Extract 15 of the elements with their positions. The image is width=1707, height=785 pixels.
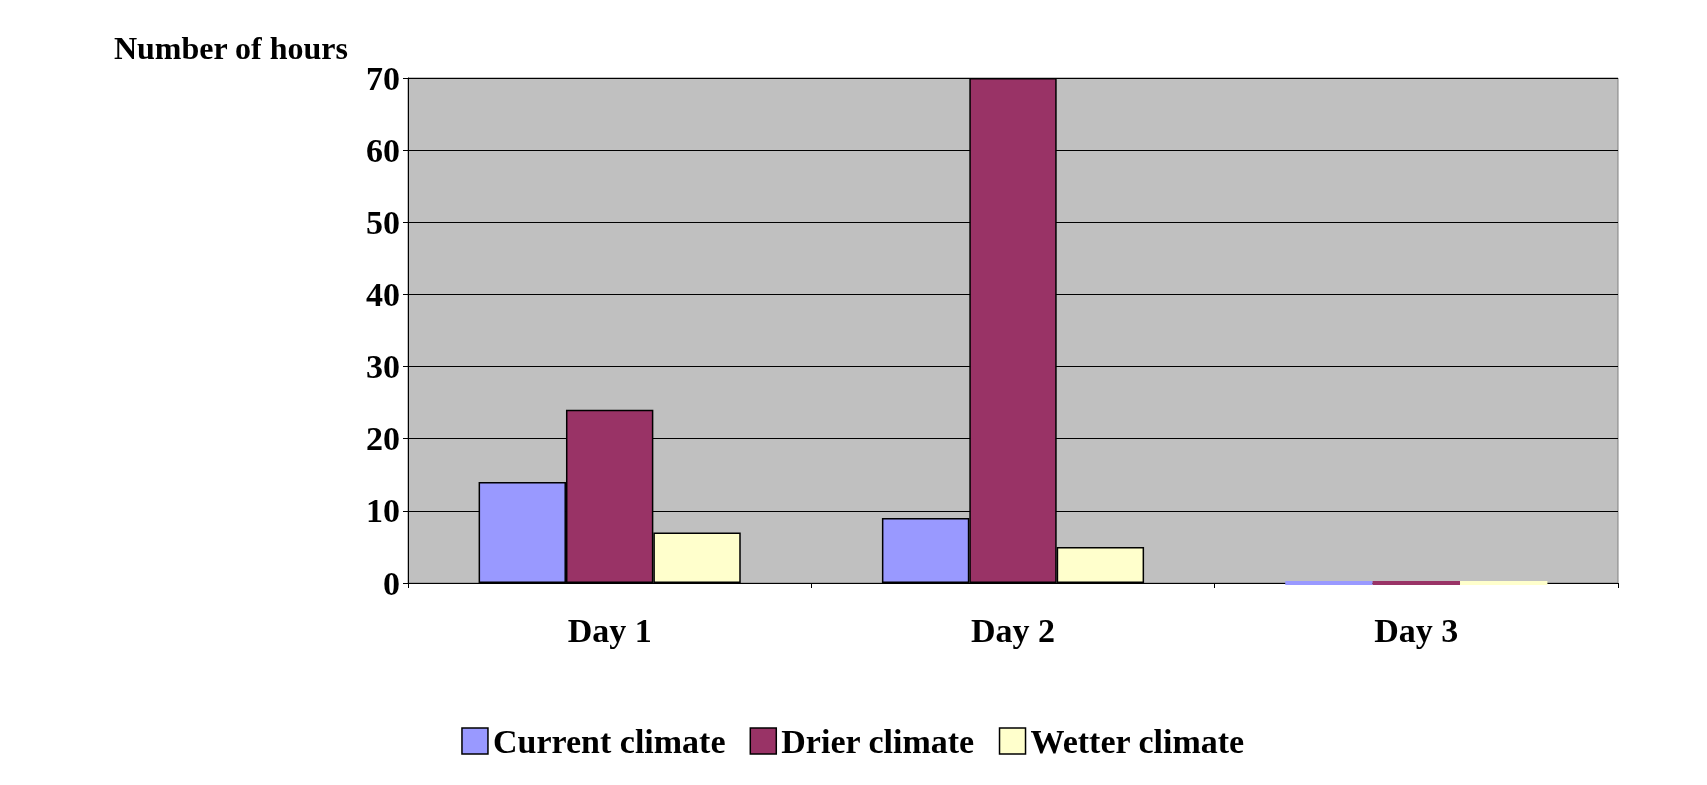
y-tick-label: 20 — [366, 420, 400, 458]
x-tick-label: Day 1 — [567, 611, 652, 649]
x-tick-label: Day 3 — [1374, 611, 1459, 649]
y-tick-label: 40 — [366, 275, 400, 313]
legend-label: Drier climate — [781, 722, 975, 760]
y-axis-title: Number of hours — [113, 30, 348, 66]
y-tick-label: 30 — [366, 348, 400, 386]
y-tick-label: 0 — [383, 564, 400, 602]
y-tick-label: 10 — [366, 492, 400, 530]
x-tick-label: Day 2 — [970, 611, 1056, 649]
y-tick-label: 50 — [366, 203, 400, 241]
y-tick-label: 60 — [366, 131, 400, 169]
legend-label: Wetter climate — [1030, 722, 1245, 760]
y-tick-label: 70 — [366, 59, 400, 97]
legend-label: Current climate — [492, 722, 726, 760]
